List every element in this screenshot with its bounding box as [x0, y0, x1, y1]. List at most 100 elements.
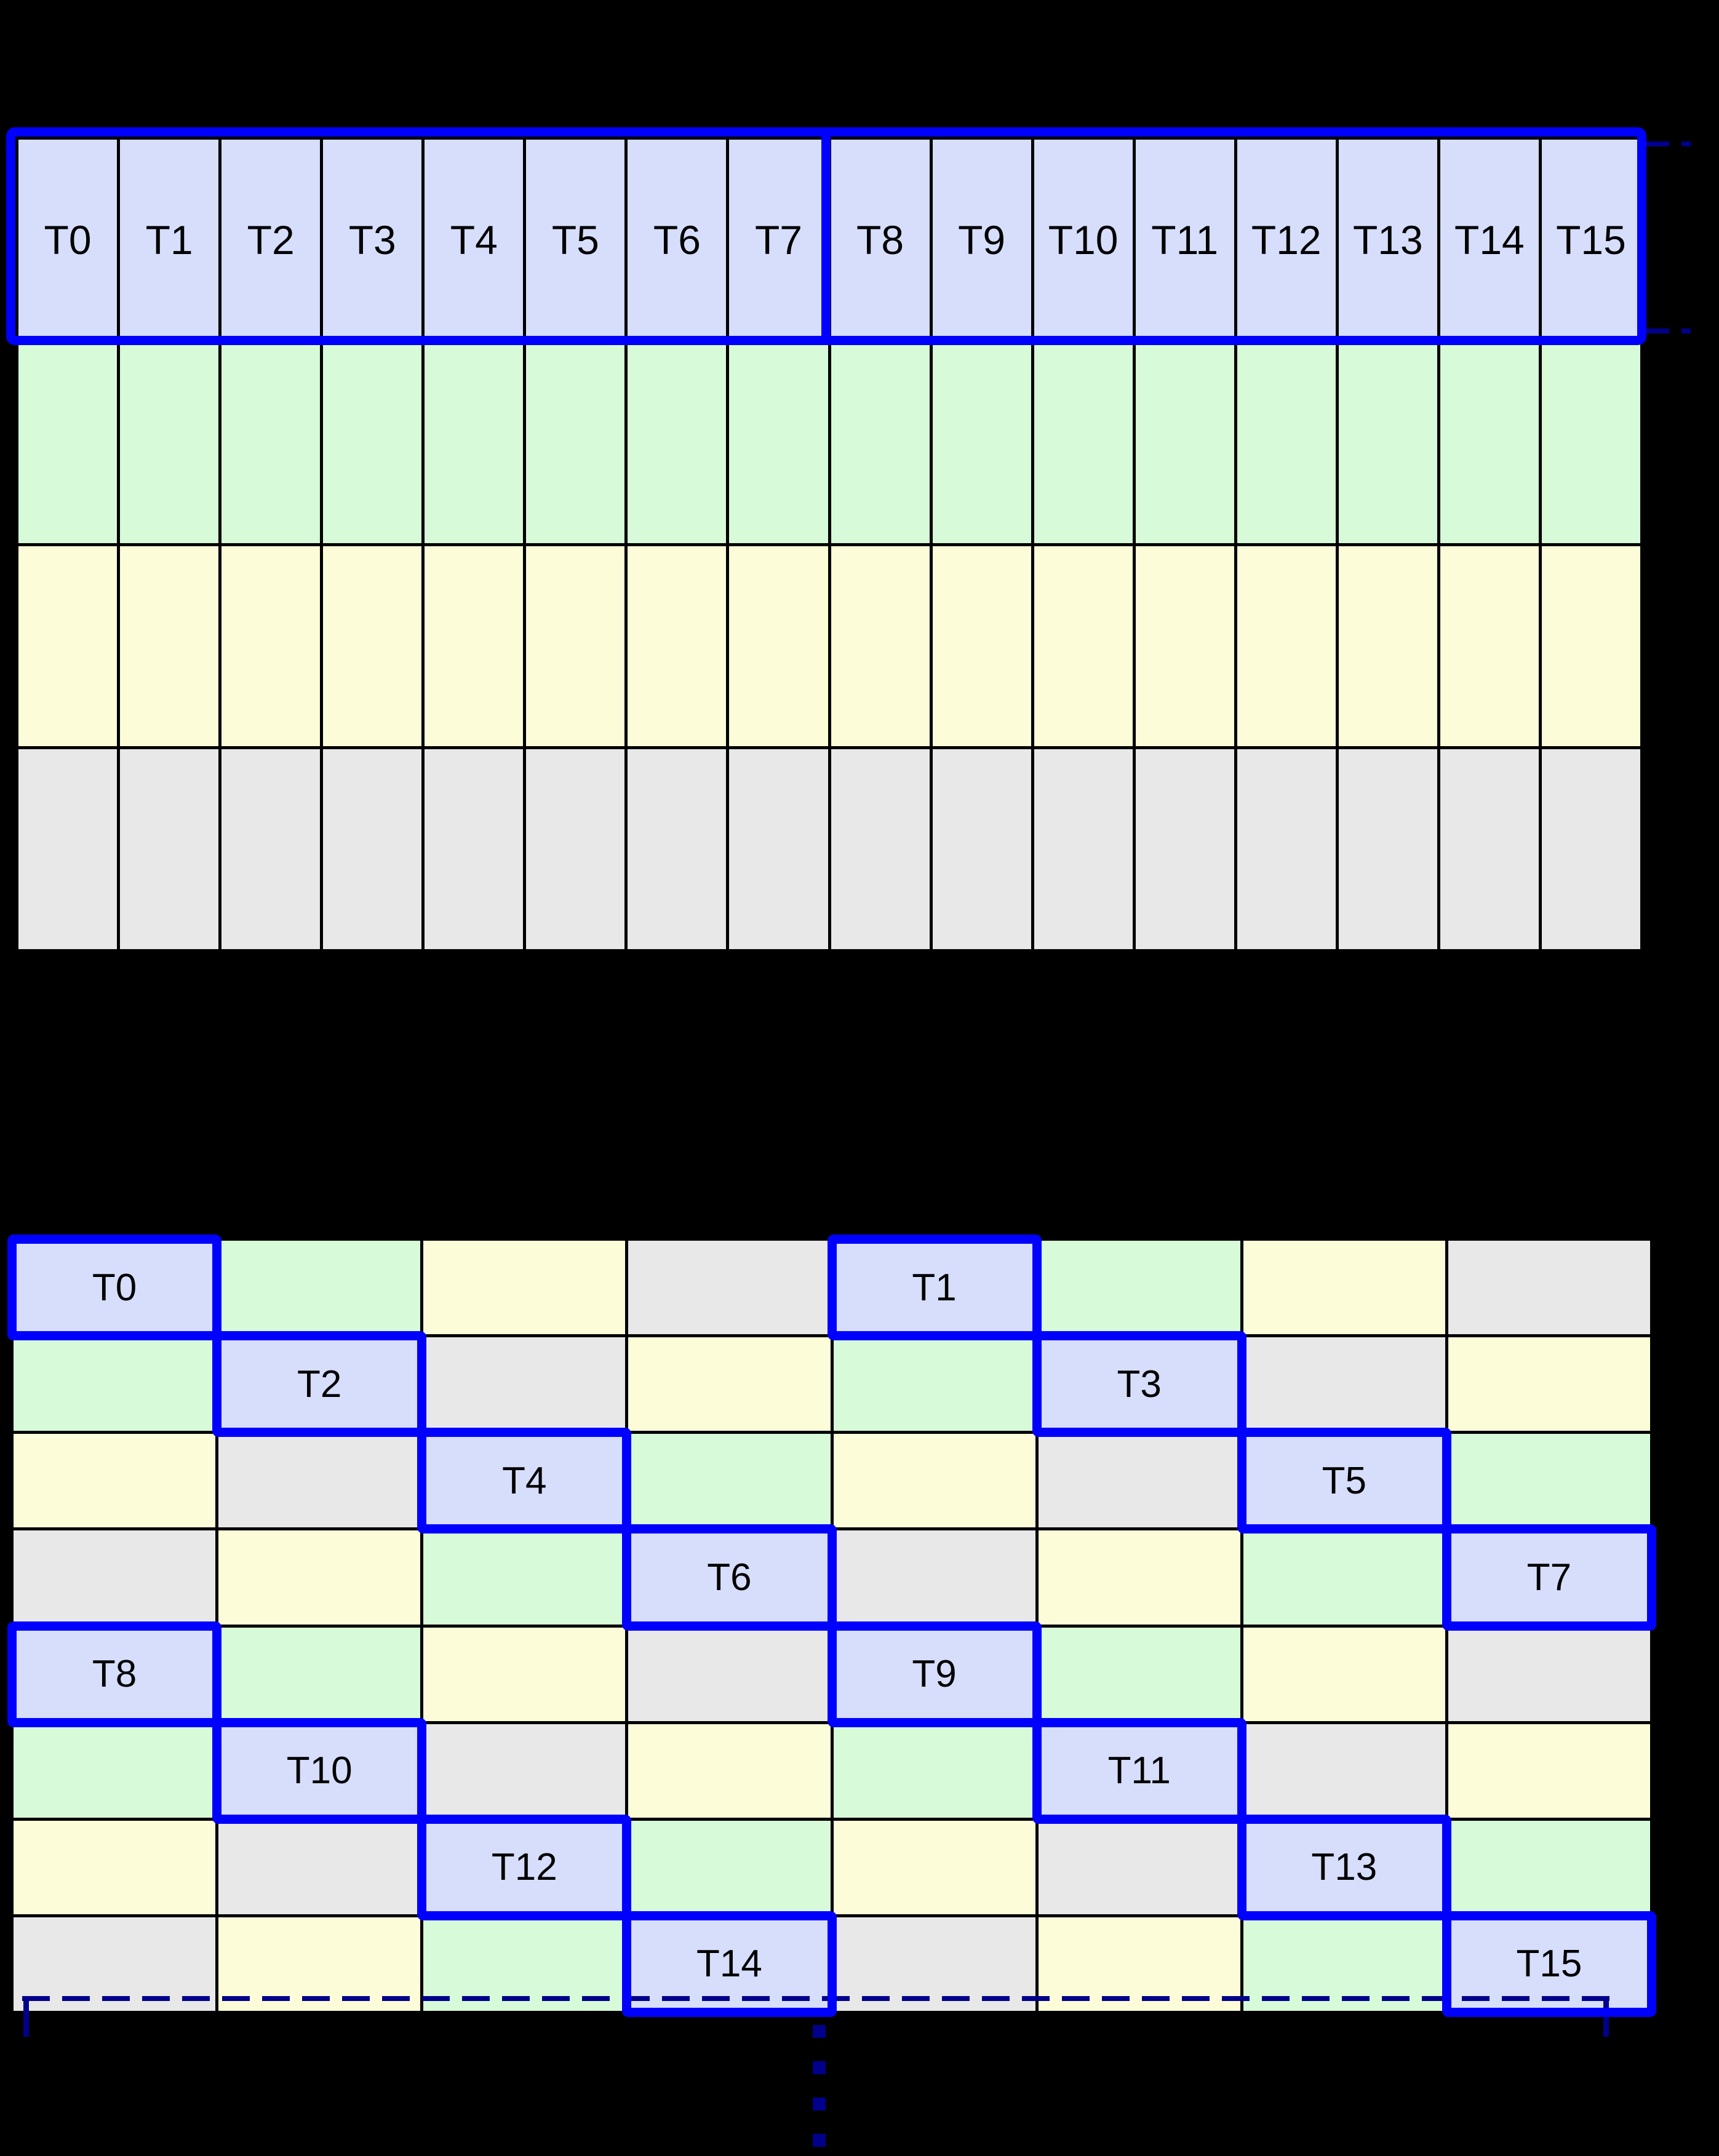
linear-cell — [1237, 749, 1336, 949]
thread-label: T1 — [912, 1266, 957, 1309]
warp-group-divider — [821, 127, 831, 345]
swizzled-cell — [628, 1241, 831, 1335]
linear-cell — [1338, 749, 1437, 949]
linear-thread-cell: T14 — [1440, 140, 1539, 340]
swizzled-cell — [628, 1724, 831, 1818]
linear-cell — [425, 546, 524, 746]
linear-thread-cell: T12 — [1237, 140, 1336, 340]
swizzled-cell — [423, 1724, 626, 1818]
linear-cell — [221, 749, 321, 949]
thread-label: T5 — [551, 217, 599, 263]
swizzled-cell — [218, 1241, 421, 1335]
linear-cell — [831, 343, 930, 543]
swizzled-cell — [218, 1627, 421, 1721]
warp-row-bracket-top-arm — [1641, 141, 1691, 146]
continuation-ellipsis — [813, 2025, 826, 2151]
swizzled-thread-cell: T12 — [417, 1814, 632, 1920]
swizzled-cell — [14, 1530, 216, 1625]
swizzled-cell — [423, 1627, 626, 1721]
linear-cell — [18, 749, 118, 949]
swizzled-cell — [1243, 1530, 1445, 1625]
linear-cell — [1541, 546, 1640, 746]
warp-row-bracket-bottom-arm — [1641, 328, 1691, 333]
swizzled-cell — [423, 1337, 626, 1431]
swizzled-cell — [218, 1530, 421, 1625]
linear-cell — [1034, 749, 1133, 949]
swizzled-cell — [1038, 1820, 1240, 1914]
thread-label: T6 — [653, 217, 701, 263]
swizzled-cell — [14, 1724, 216, 1818]
linear-cell — [628, 546, 727, 746]
swizzled-cell — [833, 1917, 1035, 2011]
thread-label: T11 — [1107, 1749, 1171, 1792]
thread-label: T8 — [856, 217, 904, 263]
thread-label: T12 — [1251, 217, 1322, 263]
linear-thread-cell: T13 — [1338, 140, 1437, 340]
linear-thread-cell: T6 — [628, 140, 727, 340]
linear-thread-cell: T7 — [729, 140, 828, 340]
linear-thread-cell: T10 — [1034, 140, 1133, 340]
swizzled-cell — [833, 1530, 1035, 1625]
tile-width-bracket-left-tick — [23, 2001, 29, 2037]
thread-label: T5 — [1322, 1459, 1366, 1502]
swizzled-cell — [833, 1724, 1035, 1818]
linear-cell — [1541, 749, 1640, 949]
linear-cell — [1440, 546, 1539, 746]
swizzled-thread-cell: T7 — [1442, 1524, 1656, 1631]
swizzled-cell — [1243, 1917, 1445, 2011]
linear-cell — [221, 343, 321, 543]
swizzled-layout-grid: T0 T1 T2 T3 T4 T5 T6 T7 T8 T9 T10 T11 T12 T13 T14 T15 — [7, 1235, 1656, 2017]
linear-cell — [425, 343, 524, 543]
linear-cell — [1440, 343, 1539, 543]
thread-label: T14 — [1454, 217, 1525, 263]
linear-cell — [1034, 546, 1133, 746]
linear-cell — [729, 749, 828, 949]
linear-thread-cell: T4 — [425, 140, 524, 340]
swizzled-cell — [423, 1917, 626, 2011]
swizzled-thread-cell: T0 — [7, 1235, 222, 1341]
thread-label: T8 — [92, 1653, 137, 1696]
thread-label: T3 — [1117, 1362, 1162, 1406]
swizzled-cell — [1243, 1337, 1445, 1431]
swizzled-cell — [218, 1434, 421, 1528]
linear-cell — [526, 546, 625, 746]
linear-cell — [18, 343, 118, 543]
linear-cell — [425, 749, 524, 949]
swizzled-cell — [1448, 1627, 1650, 1721]
tile-width-bracket-line — [22, 1996, 1609, 2001]
swizzled-cell — [1243, 1724, 1445, 1818]
swizzled-cell — [14, 1337, 216, 1431]
swizzled-cell — [628, 1820, 831, 1914]
swizzled-thread-cell: T1 — [827, 1235, 1042, 1341]
linear-cell — [1135, 749, 1234, 949]
linear-cell — [323, 343, 422, 543]
swizzled-thread-cell: T3 — [1032, 1331, 1246, 1438]
swizzled-cell — [833, 1337, 1035, 1431]
swizzled-cell — [218, 1820, 421, 1914]
thread-label: T15 — [1516, 1943, 1582, 1986]
thread-label: T15 — [1556, 217, 1626, 263]
swizzled-cell — [1448, 1337, 1650, 1431]
swizzled-thread-cell: T9 — [827, 1621, 1042, 1727]
thread-label: T13 — [1352, 217, 1423, 263]
linear-cell — [1237, 343, 1336, 543]
linear-cell — [526, 749, 625, 949]
thread-label: T6 — [707, 1556, 752, 1599]
linear-cell — [932, 749, 1031, 949]
swizzled-cell — [14, 1917, 216, 2011]
swizzled-cell — [1038, 1627, 1240, 1721]
swizzled-cell — [423, 1241, 626, 1335]
thread-label: T12 — [491, 1846, 557, 1889]
swizzled-cell — [1038, 1530, 1240, 1625]
thread-label: T1 — [145, 217, 193, 263]
linear-cell — [18, 546, 118, 746]
linear-thread-cell: T2 — [221, 140, 321, 340]
linear-thread-cell: T0 — [18, 140, 118, 340]
linear-thread-cell: T8 — [831, 140, 930, 340]
swizzled-cell — [1448, 1820, 1650, 1914]
thread-label: T4 — [502, 1459, 547, 1502]
linear-cell — [323, 749, 422, 949]
linear-thread-cell: T1 — [120, 140, 219, 340]
linear-cell — [1338, 343, 1437, 543]
tile-width-bracket-right-tick — [1603, 2001, 1609, 2037]
